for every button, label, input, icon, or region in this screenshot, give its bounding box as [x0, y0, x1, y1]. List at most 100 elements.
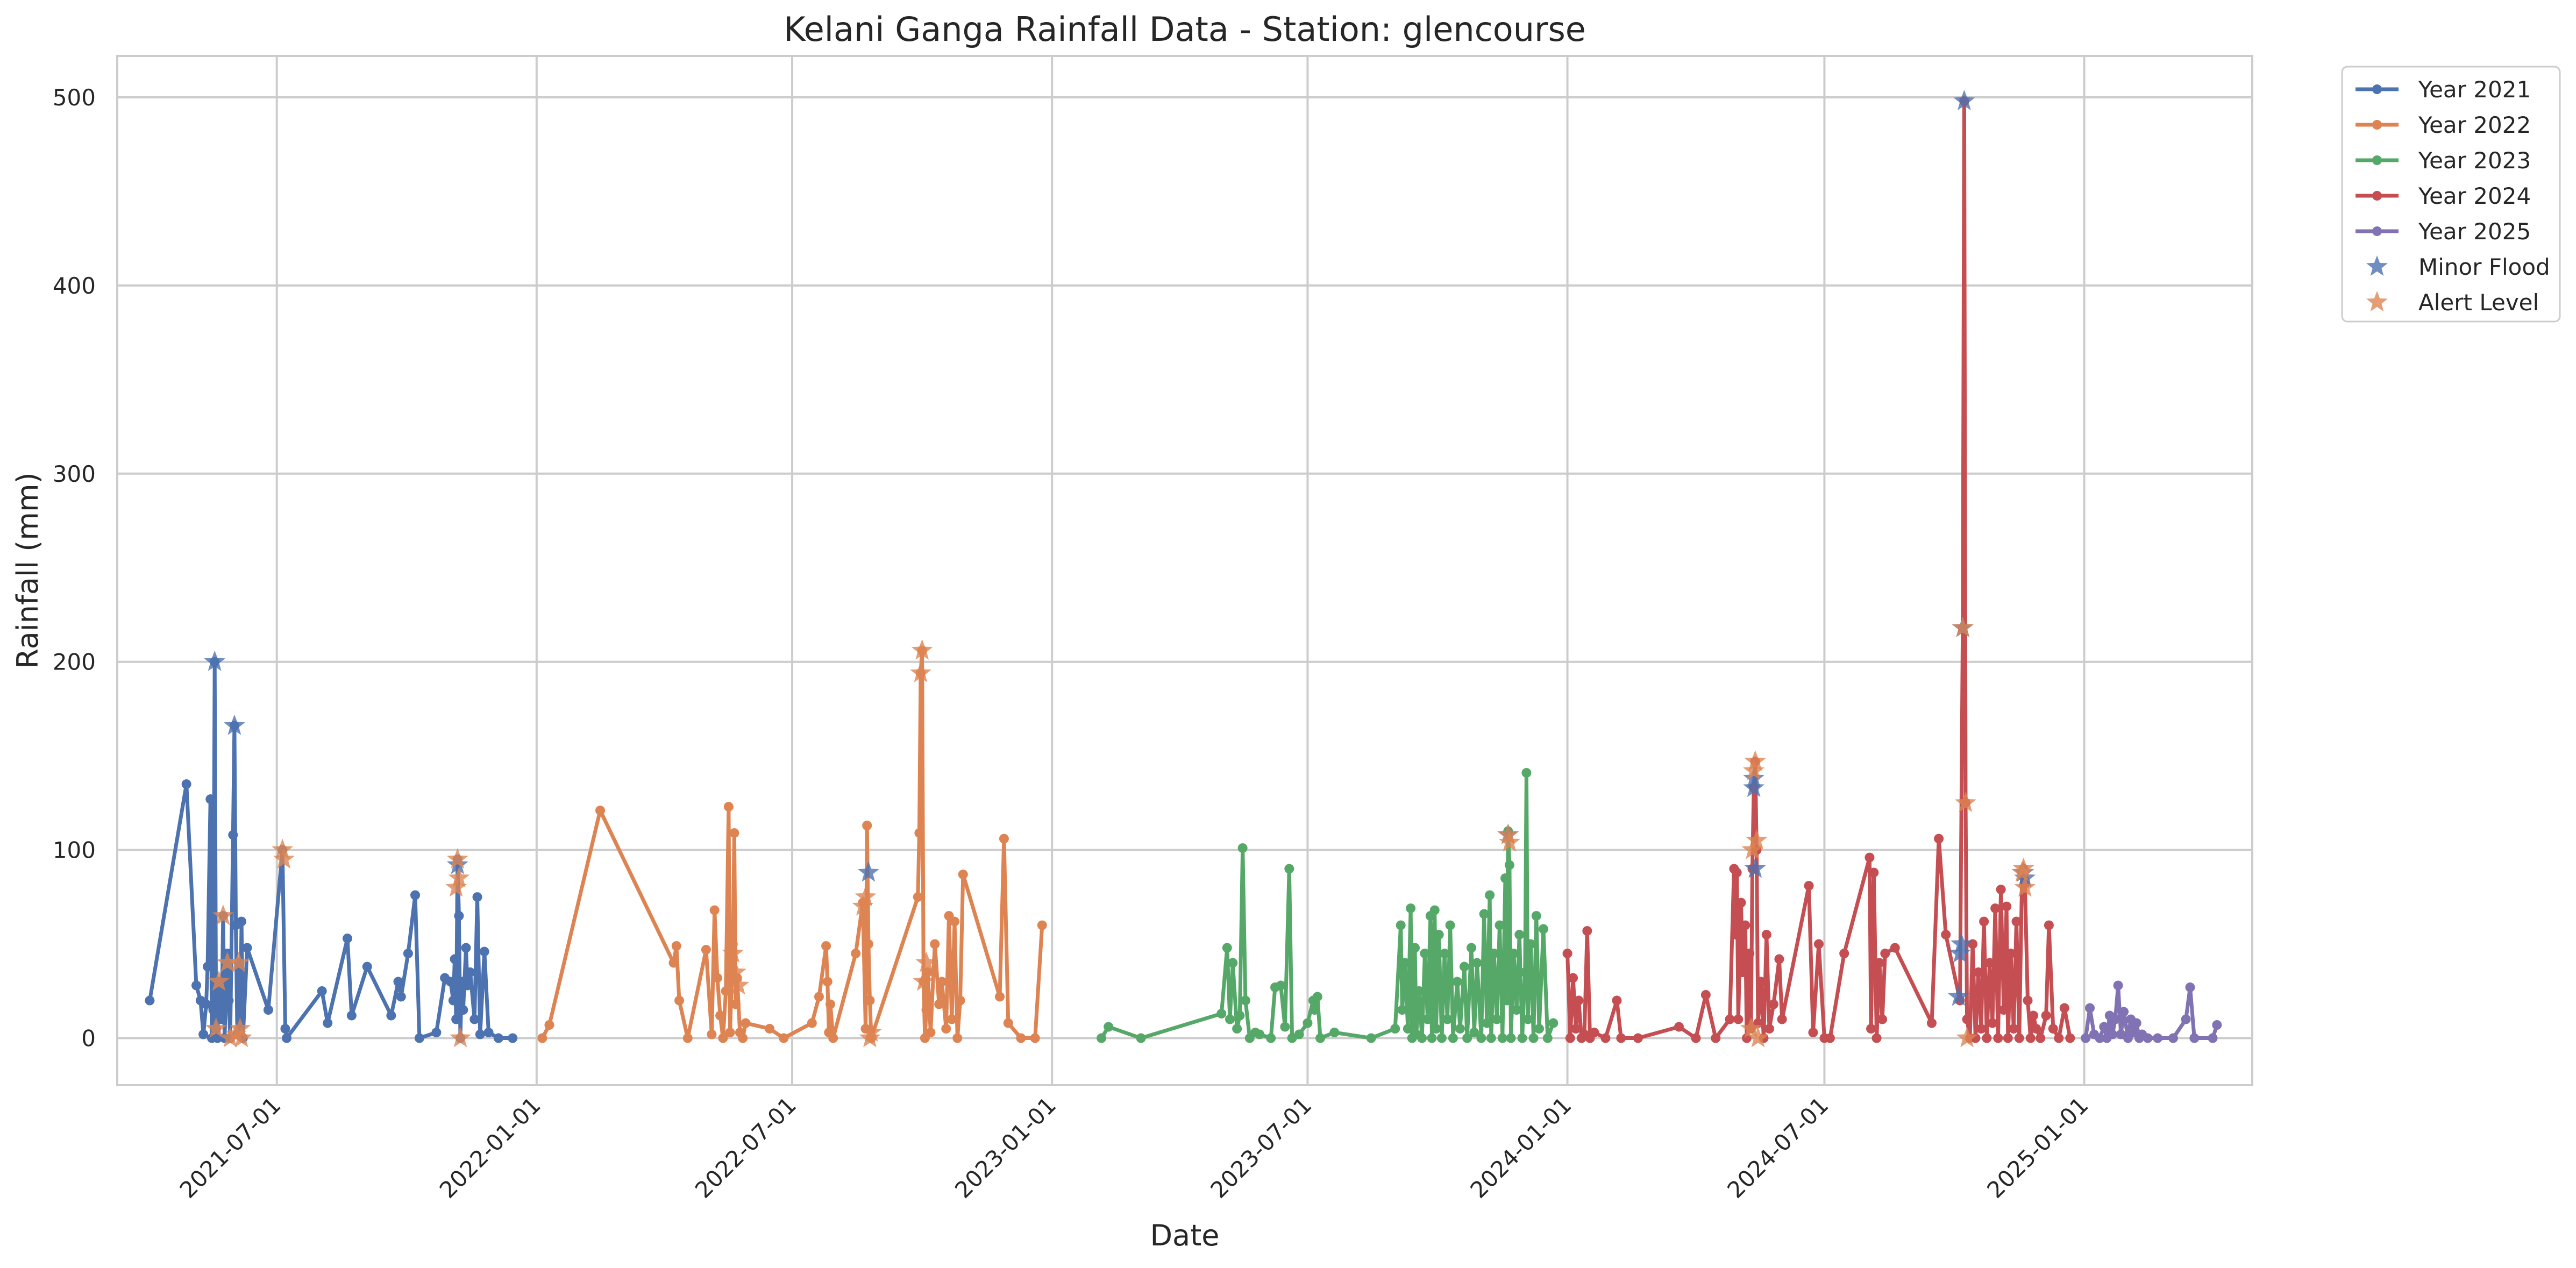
data-point	[1420, 949, 1430, 959]
flood-marker	[205, 1017, 227, 1038]
data-point	[862, 821, 872, 831]
legend-point-swatch	[2372, 155, 2382, 165]
flood-marker	[852, 895, 874, 916]
flood-marker	[915, 951, 937, 972]
data-point	[1016, 1033, 1026, 1043]
data-point	[450, 954, 460, 964]
data-point	[1674, 1022, 1684, 1032]
legend-entry: Year 2024	[2356, 183, 2531, 209]
data-point	[1489, 949, 1499, 959]
data-point	[674, 995, 685, 1006]
data-point	[2044, 920, 2054, 930]
y-axis-ticks: 0 100 200 300 400 500	[53, 84, 96, 1052]
data-point	[1390, 1024, 1400, 1034]
data-point	[913, 892, 923, 902]
data-point	[2009, 1024, 2019, 1034]
flood-marker	[1741, 838, 1763, 859]
data-point	[1804, 881, 1814, 891]
data-point	[1312, 992, 1322, 1002]
flood-marker	[1743, 777, 1765, 797]
data-point	[1562, 949, 1572, 959]
data-point	[822, 977, 832, 987]
data-point	[1700, 990, 1711, 1000]
data-point	[1745, 949, 1755, 959]
data-point	[1436, 1033, 1447, 1043]
data-point	[1396, 920, 1406, 930]
data-point	[1486, 1033, 1496, 1043]
grid	[117, 56, 2252, 1085]
data-point	[707, 1029, 717, 1039]
data-point	[1284, 864, 1294, 874]
flood-marker	[1743, 759, 1765, 780]
data-point	[2081, 1033, 2091, 1043]
data-point	[472, 892, 482, 902]
flood-marker	[448, 867, 470, 888]
series-year-2023	[1097, 768, 1559, 1043]
data-point	[821, 941, 831, 951]
data-point	[2143, 1033, 2153, 1043]
data-point	[465, 967, 475, 978]
flood-marker	[1744, 750, 1766, 771]
data-point	[1462, 1033, 1472, 1043]
data-point	[1495, 920, 1505, 930]
flood-marker	[224, 714, 245, 735]
data-point	[999, 834, 1009, 844]
data-point	[217, 1014, 227, 1024]
data-point	[1225, 1014, 1235, 1024]
flood-marker	[1955, 792, 1976, 813]
data-point	[1941, 930, 1951, 940]
y-tick-label: 500	[53, 84, 96, 111]
data-point	[2181, 1014, 2191, 1024]
data-point	[1538, 924, 1548, 934]
data-point	[701, 945, 711, 955]
flood-marker	[855, 886, 877, 907]
data-point	[1568, 973, 1578, 983]
data-point	[955, 995, 965, 1006]
y-tick-label: 200	[53, 649, 96, 675]
x-axis-label: Date	[1150, 1219, 1219, 1252]
data-point	[1616, 1033, 1626, 1043]
data-point	[1303, 1018, 1313, 1028]
data-point	[1422, 1014, 1433, 1024]
data-point	[403, 949, 413, 959]
data-point	[1600, 1033, 1611, 1043]
data-point	[1531, 911, 1541, 921]
data-point	[1406, 903, 1416, 914]
data-point	[1476, 1033, 1486, 1043]
data-point	[1869, 867, 1879, 878]
markers-alert-level	[205, 616, 2036, 1048]
flood-marker	[911, 639, 933, 660]
data-point	[1711, 1033, 1721, 1043]
data-point	[1502, 995, 1512, 1006]
data-point	[280, 1024, 290, 1034]
data-point	[1459, 961, 1469, 972]
data-point	[1565, 1033, 1575, 1043]
data-point	[995, 992, 1005, 1002]
data-point	[1523, 1014, 1533, 1024]
data-point	[342, 934, 352, 944]
data-point	[2031, 1024, 2041, 1034]
data-point	[2003, 1033, 2013, 1043]
data-point	[1774, 954, 1784, 964]
y-tick-label: 300	[53, 461, 96, 487]
data-point	[2108, 1029, 2118, 1039]
data-point	[1431, 1024, 1441, 1034]
data-point	[1003, 1018, 1013, 1028]
legend-label: Year 2023	[2418, 147, 2531, 174]
data-point	[1528, 1033, 1539, 1043]
data-point	[723, 802, 734, 812]
data-point	[1429, 905, 1440, 915]
data-point	[765, 1024, 775, 1034]
data-point	[1756, 977, 1766, 987]
flood-marker	[1740, 1017, 1762, 1038]
legend-entry: Minor Flood	[2366, 254, 2550, 280]
data-point	[317, 986, 327, 996]
data-point	[1691, 1033, 1701, 1043]
flood-marker	[910, 661, 931, 682]
data-point	[1890, 943, 1900, 953]
data-point	[2014, 1033, 2024, 1043]
data-point	[2029, 1010, 2039, 1021]
data-point	[668, 958, 679, 968]
data-point	[323, 1018, 333, 1028]
